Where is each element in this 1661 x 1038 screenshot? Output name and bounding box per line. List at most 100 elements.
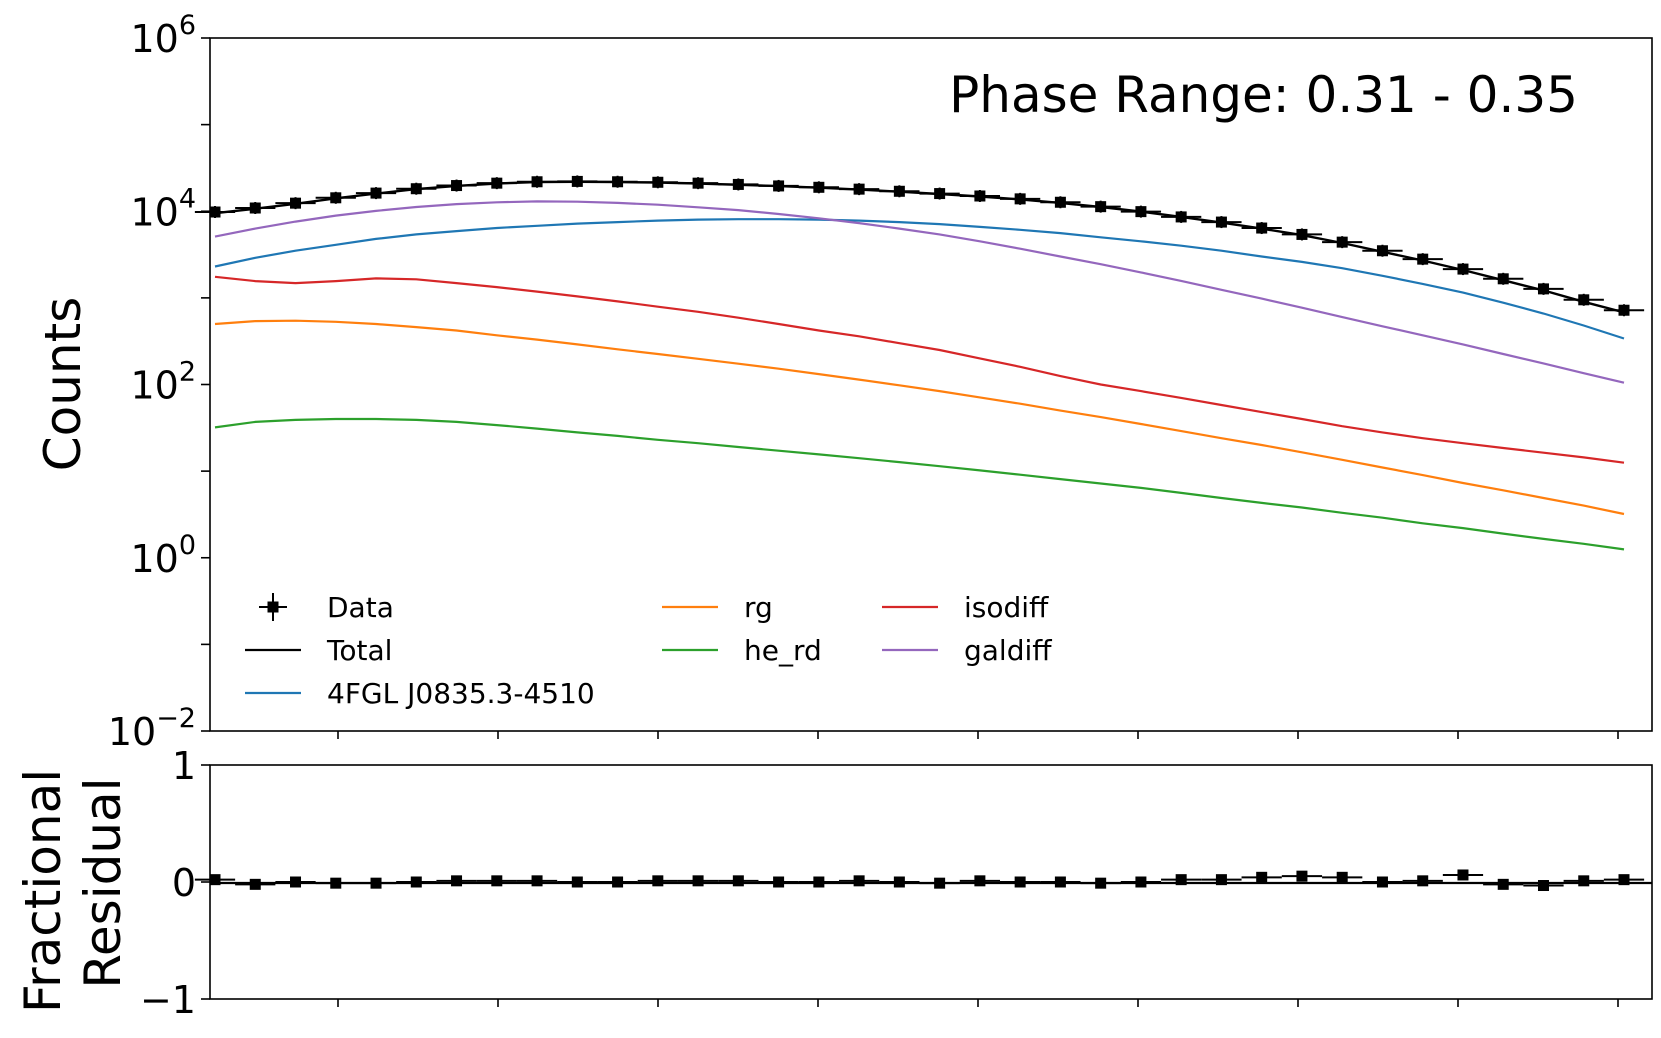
data-point — [194, 206, 236, 219]
main-plot-frame — [209, 37, 1653, 732]
data-point — [1281, 228, 1323, 241]
main-y-ticks: 106 104 102 100 10−2 — [108, 10, 210, 754]
data-point — [1362, 244, 1403, 257]
data-point — [1161, 210, 1202, 223]
residual-point — [1201, 874, 1242, 886]
y-tick-label: 10−2 — [108, 703, 196, 754]
residual-point — [557, 876, 598, 888]
residual-point — [516, 875, 558, 887]
residual-y-axis-label-line-1: Fractional — [14, 769, 72, 1013]
y-tick-label: 104 — [130, 183, 196, 234]
residual-y-ticks: 1 0 −1 — [140, 744, 210, 1022]
data-point — [1080, 200, 1121, 213]
residual-point — [275, 876, 316, 888]
data-point — [1040, 196, 1081, 209]
data-point — [1402, 253, 1443, 266]
residual-point — [637, 875, 678, 887]
data-point — [879, 185, 920, 198]
series-line-isodiff — [214, 275, 1625, 464]
data-point — [637, 176, 678, 189]
data-point — [798, 181, 839, 194]
data-point — [1322, 236, 1363, 249]
phase-range-annotation: Phase Range: 0.31 - 0.35 — [949, 66, 1578, 124]
residual-point — [315, 877, 356, 889]
residual-y-axis-label-line-2: Residual — [74, 777, 132, 988]
residual-point — [1080, 877, 1121, 889]
data-point — [718, 178, 759, 191]
data-point — [396, 182, 437, 195]
main-curves — [214, 180, 1625, 551]
data-point — [1563, 293, 1604, 306]
residual-point — [758, 876, 799, 888]
residual-point — [396, 876, 437, 888]
legend: Data Total 4FGL J0835.3-4510 rg he_rd isodiff… — [245, 591, 1052, 710]
data-point — [959, 189, 1001, 202]
legend-label: Data — [327, 591, 394, 624]
residual-point — [879, 876, 920, 888]
residual-data-points — [194, 869, 1645, 892]
data-point — [1201, 216, 1242, 229]
residual-point — [235, 878, 276, 890]
data-point — [275, 197, 316, 210]
residual-point — [1161, 874, 1202, 886]
data-point — [1241, 222, 1282, 235]
residual-point — [194, 874, 236, 886]
residual-point — [919, 877, 960, 889]
legend-label: 4FGL J0835.3-4510 — [327, 677, 595, 710]
data-point — [315, 191, 356, 204]
residual-point — [1563, 875, 1604, 887]
data-point — [597, 175, 638, 188]
legend-label: galdiff — [964, 634, 1052, 667]
legend-entry: Data — [259, 591, 394, 624]
residual-point — [355, 877, 397, 889]
legend-entry: 4FGL J0835.3-4510 — [245, 677, 595, 710]
residual-y-tick-label: 1 — [172, 744, 196, 788]
residual-y-tick-label: 0 — [172, 861, 196, 905]
series-line-4fgl-j0835-3-4510 — [214, 218, 1625, 340]
data-point — [516, 175, 558, 188]
data-point — [355, 187, 397, 200]
residual-y-axis-label: Fractional Residual — [14, 753, 132, 1013]
data-point — [1120, 205, 1162, 218]
data-point — [838, 183, 880, 196]
data-point — [1523, 282, 1564, 295]
data-point — [557, 175, 598, 188]
y-tick-label: 106 — [130, 10, 196, 61]
series-line-he-rd — [214, 417, 1625, 551]
residual-x-ticks — [337, 999, 1619, 1007]
residual-point — [1603, 874, 1645, 886]
series-line-galdiff — [214, 200, 1625, 384]
main-data-points — [194, 175, 1645, 317]
legend-entry: he_rd — [662, 634, 822, 667]
data-point — [235, 202, 276, 215]
residual-point — [1483, 878, 1524, 890]
data-point — [758, 179, 799, 192]
data-point — [1483, 272, 1524, 285]
data-point — [436, 179, 477, 192]
main-panel: 106 104 102 100 10−2 Phase Range: 0.31 - 0.3… — [34, 10, 1653, 754]
residual-point — [597, 876, 638, 888]
main-x-ticks — [337, 731, 1619, 739]
legend-label: rg — [744, 591, 773, 624]
residual-point — [798, 876, 839, 888]
y-tick-label: 100 — [130, 530, 196, 581]
data-point — [919, 187, 960, 200]
legend-label: he_rd — [744, 634, 822, 667]
residual-point — [1322, 871, 1363, 883]
residual-point — [1000, 876, 1041, 888]
legend-entry: galdiff — [882, 634, 1052, 667]
residual-point — [436, 875, 477, 887]
series-line-total — [214, 180, 1625, 314]
residual-point — [1523, 880, 1564, 892]
data-point — [677, 177, 719, 190]
legend-label: isodiff — [964, 591, 1049, 624]
residual-y-tick-label: −1 — [140, 978, 196, 1022]
residual-point — [1362, 876, 1403, 888]
residual-point — [476, 875, 517, 887]
legend-entry: Total — [245, 634, 392, 667]
residual-panel: 1 0 −1 Fractional Residual — [14, 744, 1653, 1022]
residual-point — [838, 875, 880, 887]
data-point — [1442, 263, 1484, 276]
data-point — [1000, 192, 1041, 205]
